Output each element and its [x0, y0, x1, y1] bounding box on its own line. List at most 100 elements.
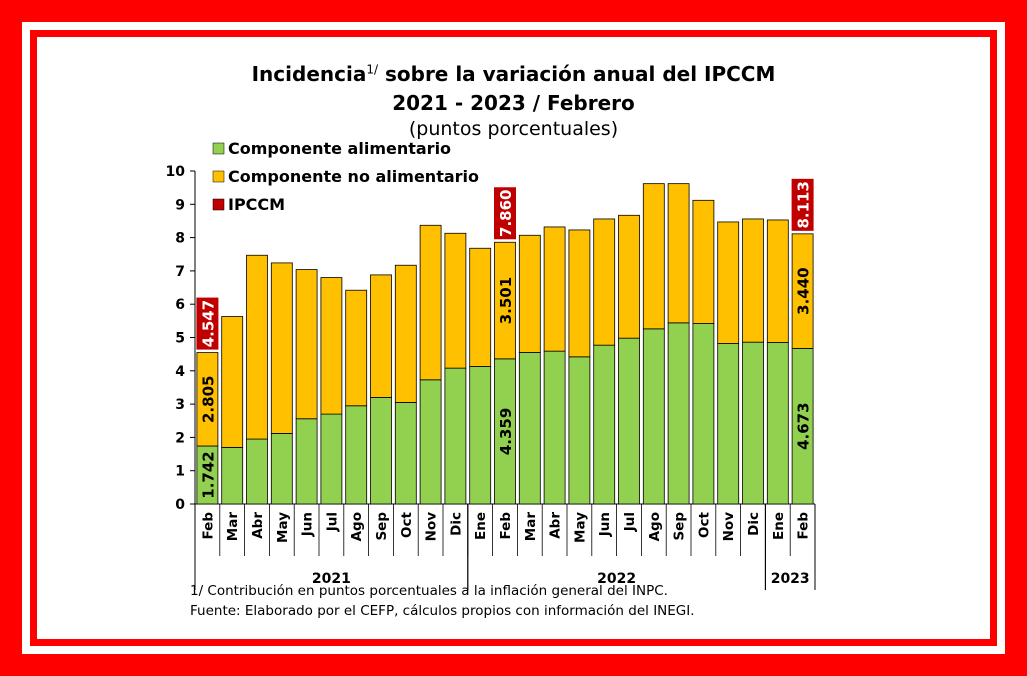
data-label-food: 4.673: [795, 402, 813, 449]
bar-food: [270, 433, 293, 505]
bar-food: [246, 438, 268, 505]
bar-nonfood: [692, 199, 715, 324]
x-tick-label: Abr: [548, 512, 564, 539]
x-tick-label: Sep: [374, 512, 390, 541]
y-tick-label: 0: [175, 497, 185, 513]
x-tick-label: Feb: [498, 512, 514, 540]
bar-food: [717, 343, 740, 505]
bar-nonfood: [593, 218, 616, 346]
bar-food: [568, 356, 591, 505]
bar-nonfood: [370, 274, 392, 398]
bar-nonfood: [518, 234, 541, 353]
legend-swatch-ipccm: [212, 198, 225, 211]
x-tick-label: Mar: [523, 512, 539, 542]
x-tick-label: Dic: [746, 512, 762, 536]
year-label: 2021: [312, 571, 351, 587]
bar-food: [692, 323, 715, 505]
x-tick-label: Nov: [424, 512, 440, 542]
bar-nonfood: [642, 183, 665, 330]
chart-subtitle: 2021 - 2023 / Febrero: [392, 91, 635, 115]
bar-nonfood: [270, 262, 293, 434]
x-tick-label: Ene: [473, 512, 489, 540]
bar-nonfood: [742, 218, 764, 343]
y-tick-label: 10: [166, 164, 186, 180]
x-tick-label: Mar: [225, 512, 241, 542]
legend-swatch-nonfood: [212, 170, 225, 183]
x-tick-label: Nov: [721, 512, 737, 542]
x-tick-label: May: [572, 512, 588, 543]
bar-nonfood: [667, 183, 690, 324]
bar-food: [320, 413, 343, 505]
bar-food: [444, 367, 467, 505]
footnote: 1/ Contribución en puntos porcentuales a…: [190, 583, 668, 599]
bar-food: [667, 322, 690, 505]
bar-nonfood: [320, 277, 343, 415]
data-label-nonfood: 3.440: [795, 267, 813, 314]
bar-nonfood: [543, 226, 566, 352]
y-tick-label: 3: [175, 397, 185, 413]
bar-food: [419, 379, 442, 505]
bar-food: [642, 328, 665, 505]
bar-food: [469, 366, 492, 505]
bar-food: [221, 446, 244, 505]
bar-food: [295, 418, 318, 505]
data-label-nonfood: 3.501: [497, 277, 515, 324]
bar-nonfood: [419, 224, 442, 381]
bar-food: [394, 402, 417, 505]
year-label: 2023: [771, 571, 810, 587]
x-tick-label: Feb: [200, 512, 216, 540]
x-tick-label: Oct: [399, 511, 415, 537]
bar-nonfood: [469, 247, 492, 367]
bar-nonfood: [246, 254, 268, 440]
y-tick-label: 7: [175, 264, 185, 280]
x-tick-label: Ene: [771, 512, 787, 540]
data-label-food: 1.742: [199, 451, 217, 498]
chart-title: Incidencia1/ sobre la variación anual de…: [251, 62, 776, 86]
x-tick-label: Feb: [796, 512, 812, 540]
year-label: 2022: [597, 571, 636, 587]
bar-nonfood: [766, 219, 789, 343]
legend-label-ipccm: IPCCM: [228, 195, 285, 214]
y-tick-label: 9: [175, 197, 185, 213]
x-tick-label: Ago: [349, 512, 365, 541]
bar-nonfood: [717, 221, 740, 344]
y-tick-label: 6: [175, 297, 185, 313]
ipccm-label-box: [791, 178, 814, 231]
bar-nonfood: [221, 316, 244, 448]
bar-nonfood: [494, 241, 516, 360]
source-note: Fuente: Elaborado por el CEFP, cálculos …: [190, 603, 695, 619]
x-tick-label: Jul: [622, 512, 638, 532]
bar-nonfood: [618, 214, 640, 339]
x-tick-label: Dic: [448, 512, 464, 536]
bar-food: [370, 397, 392, 505]
bar-nonfood: [444, 232, 467, 369]
data-label-nonfood: 2.805: [199, 376, 217, 423]
x-tick-label: Abr: [250, 512, 266, 539]
x-tick-label: Jun: [300, 512, 316, 537]
chart-units: (puntos porcentuales): [408, 118, 619, 140]
data-label-ipccm: 7.860: [497, 190, 515, 237]
data-label-ipccm: 8.113: [795, 181, 813, 228]
x-tick-label: Jun: [597, 512, 613, 537]
bar-food: [345, 405, 368, 505]
x-tick-label: Oct: [696, 511, 712, 537]
bar-food: [593, 344, 616, 505]
x-tick-label: Ago: [647, 512, 663, 541]
bar-nonfood: [196, 352, 219, 447]
bar-food: [742, 341, 764, 505]
bar-nonfood: [295, 269, 318, 420]
y-tick-label: 8: [175, 231, 185, 247]
y-tick-label: 5: [175, 331, 185, 347]
bar-nonfood: [345, 289, 368, 407]
bar-food: [518, 352, 541, 505]
legend-swatch-food: [212, 142, 225, 155]
y-tick-label: 1: [175, 464, 185, 480]
x-tick-label: May: [275, 512, 291, 543]
x-tick-label: Jul: [324, 512, 340, 532]
data-label-food: 4.359: [497, 408, 515, 455]
legend-label-nonfood: Componente no alimentario: [228, 167, 479, 186]
data-label-ipccm: 4.547: [199, 300, 217, 347]
ipccm-label-box: [196, 297, 219, 350]
y-tick-label: 2: [175, 430, 185, 446]
